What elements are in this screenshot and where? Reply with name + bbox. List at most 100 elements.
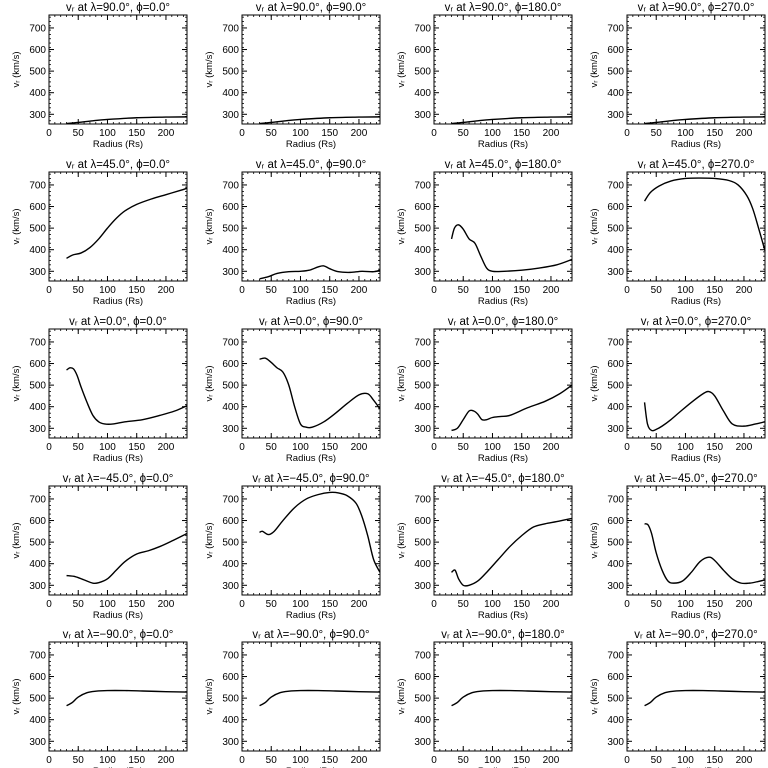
chart-panel-15: vᵣ at λ=−45.0°, ϕ=180.0° 0 50 100 150 200 300 4… [396,473,573,621]
y-axis-label: vᵣ (km/s) [589,365,600,401]
data-line [259,116,381,125]
y-tick-label: 500 [414,538,431,549]
y-tick-label: 700 [414,337,431,348]
x-tick-label: 200 [351,442,368,453]
x-axis-label: Radius (Rs) [286,453,336,464]
x-tick-label: 50 [458,285,470,296]
y-tick-label: 300 [414,581,431,592]
y-tick-label: 700 [414,23,431,34]
y-tick-label: 400 [414,88,431,99]
plot-frame [433,641,573,752]
x-axis-label: Radius (Rs) [93,766,143,768]
y-tick-label: 500 [414,224,431,235]
y-tick-label: 500 [222,381,239,392]
y-axis-label: vᵣ (km/s) [396,51,407,87]
x-tick-label: 0 [239,442,245,453]
data-line [66,689,188,707]
plot-frame [241,171,381,282]
y-tick-label: 500 [222,538,239,549]
chart-panel-16: vᵣ at λ=−45.0°, ϕ=270.0° 0 50 100 150 200 300 4… [589,473,766,621]
y-tick-label: 500 [607,694,624,705]
y-axis-label: vᵣ (km/s) [396,208,407,244]
chart-title: vᵣ at λ=90.0°, ϕ=90.0° [256,2,366,14]
x-tick-label: 0 [431,285,437,296]
data-line [259,265,381,280]
plot-frame [433,485,573,596]
y-tick-label: 700 [222,650,239,661]
x-axis-label: Radius (Rs) [671,766,721,768]
y-tick-label: 300 [414,110,431,121]
x-tick-label: 50 [73,599,85,610]
data-line [66,116,188,125]
x-tick-label: 150 [706,599,723,610]
y-tick-label: 600 [414,359,431,370]
data-line [644,116,766,125]
x-tick-label: 50 [651,442,663,453]
data-line [66,532,188,585]
x-tick-label: 200 [736,128,753,139]
y-axis-label: vᵣ (km/s) [589,51,600,87]
y-tick-label: 400 [607,715,624,726]
y-tick-label: 300 [222,424,239,435]
y-tick-label: 300 [222,110,239,121]
x-tick-label: 0 [624,285,630,296]
x-tick-label: 200 [158,599,175,610]
y-tick-label: 300 [607,424,624,435]
y-tick-label: 300 [29,110,46,121]
y-tick-label: 500 [414,67,431,78]
y-tick-label: 600 [222,516,239,527]
chart-panel-1: vᵣ at λ=90.0°, ϕ=0.0° 0 50 100 150 200 300 400 5… [11,2,188,150]
x-tick-label: 100 [484,755,501,766]
y-tick-label: 700 [222,337,239,348]
x-tick-label: 0 [431,128,437,139]
y-tick-label: 400 [29,245,46,256]
x-tick-label: 200 [351,285,368,296]
y-tick-label: 600 [607,359,624,370]
y-tick-label: 300 [222,581,239,592]
y-tick-label: 700 [607,180,624,191]
y-tick-label: 300 [222,267,239,278]
y-tick-label: 500 [29,538,46,549]
y-axis-label: vᵣ (km/s) [204,365,215,401]
x-tick-label: 50 [266,755,278,766]
x-tick-label: 200 [736,599,753,610]
x-tick-label: 150 [128,755,145,766]
y-tick-label: 700 [414,180,431,191]
chart-panel-12: vᵣ at λ=0.0°, ϕ=270.0° 0 50 100 150 200 300 400… [589,316,766,464]
chart-title: vᵣ at λ=90.0°, ϕ=180.0° [445,2,562,14]
x-tick-label: 200 [543,285,560,296]
x-tick-label: 100 [99,128,116,139]
x-tick-label: 100 [484,285,501,296]
y-tick-label: 600 [29,45,46,56]
data-line [66,367,188,425]
chart-panel-20: vᵣ at λ=−90.0°, ϕ=270.0° 0 50 100 150 200 300 4… [589,629,766,768]
plot-frame [433,171,573,282]
chart-panel-14: vᵣ at λ=−45.0°, ϕ=90.0° 0 50 100 150 200 300 40… [204,473,381,621]
x-tick-label: 150 [128,442,145,453]
x-tick-label: 150 [128,128,145,139]
y-tick-label: 400 [29,715,46,726]
y-tick-label: 700 [222,180,239,191]
data-line [644,689,766,707]
y-tick-label: 500 [29,224,46,235]
x-axis-label: Radius (Rs) [478,610,528,621]
y-axis-label: vᵣ (km/s) [11,208,22,244]
x-tick-label: 0 [431,442,437,453]
y-tick-label: 300 [29,737,46,748]
y-axis-label: vᵣ (km/s) [204,522,215,558]
y-tick-label: 600 [29,202,46,213]
chart-title: vᵣ at λ=−90.0°, ϕ=90.0° [252,629,369,641]
x-tick-label: 50 [651,285,663,296]
y-tick-label: 400 [607,559,624,570]
y-tick-label: 600 [414,202,431,213]
chart-title: vᵣ at λ=0.0°, ϕ=0.0° [69,316,167,328]
x-tick-label: 100 [99,599,116,610]
x-axis-label: Radius (Rs) [93,453,143,464]
chart-title: vᵣ at λ=−45.0°, ϕ=90.0° [252,473,369,485]
data-line [451,384,573,432]
y-axis-label: vᵣ (km/s) [589,678,600,714]
y-tick-label: 400 [222,88,239,99]
y-tick-label: 500 [29,67,46,78]
chart-title: vᵣ at λ=−90.0°, ϕ=0.0° [63,629,174,641]
